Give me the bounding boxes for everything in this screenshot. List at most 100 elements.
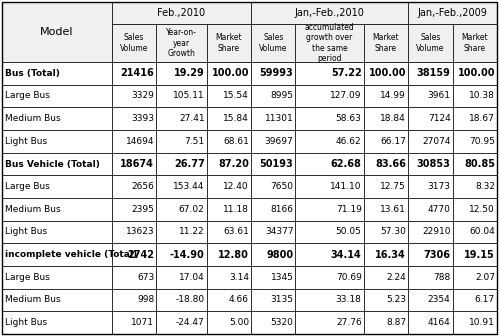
Bar	[251, 175, 295, 198]
Bar	[453, 289, 497, 311]
Bar	[112, 311, 156, 334]
Bar	[364, 266, 408, 289]
Bar	[156, 62, 207, 85]
Text: 15.54: 15.54	[223, 91, 249, 100]
Text: 14694: 14694	[126, 137, 154, 146]
Bar	[408, 153, 453, 175]
Text: 59993: 59993	[259, 68, 293, 78]
Text: 26.77: 26.77	[174, 159, 205, 169]
Text: 27.76: 27.76	[336, 318, 362, 327]
Text: Bus (Total): Bus (Total)	[5, 69, 60, 78]
Bar	[408, 130, 453, 153]
Bar	[453, 198, 497, 221]
Text: 58.63: 58.63	[336, 114, 362, 123]
Text: -24.47: -24.47	[176, 318, 205, 327]
Text: 7306: 7306	[424, 250, 451, 260]
Text: 57.30: 57.30	[380, 227, 406, 237]
Text: 5.00: 5.00	[229, 318, 249, 327]
Bar	[156, 221, 207, 243]
Text: Medium Bus: Medium Bus	[5, 114, 60, 123]
Text: 7124: 7124	[428, 114, 451, 123]
Text: accumulated
growth over
the same
period: accumulated growth over the same period	[305, 23, 354, 63]
Text: 5320: 5320	[270, 318, 293, 327]
Bar	[251, 289, 295, 311]
Bar	[295, 24, 364, 62]
Text: 19.15: 19.15	[464, 250, 495, 260]
Bar	[364, 243, 408, 266]
Bar	[251, 266, 295, 289]
Text: 18.84: 18.84	[380, 114, 406, 123]
Text: 100.00: 100.00	[458, 68, 495, 78]
Bar	[156, 85, 207, 107]
Bar	[2, 2, 112, 62]
Text: 12.40: 12.40	[224, 182, 249, 191]
Bar	[207, 175, 251, 198]
Bar	[453, 221, 497, 243]
Text: -18.80: -18.80	[175, 295, 205, 304]
Text: Light Bus: Light Bus	[5, 318, 47, 327]
Bar	[207, 85, 251, 107]
Text: 18674: 18674	[120, 159, 154, 169]
Text: 6.17: 6.17	[475, 295, 495, 304]
Text: 13623: 13623	[126, 227, 154, 237]
Text: 70.95: 70.95	[469, 137, 495, 146]
Text: Feb.,2010: Feb.,2010	[157, 8, 206, 18]
Bar	[251, 198, 295, 221]
Bar	[364, 175, 408, 198]
Bar	[207, 107, 251, 130]
Bar	[251, 153, 295, 175]
Text: 39697: 39697	[264, 137, 293, 146]
Text: Year-on-
year
Growth: Year-on- year Growth	[166, 28, 197, 58]
Bar	[112, 107, 156, 130]
Bar	[364, 107, 408, 130]
Text: -14.90: -14.90	[170, 250, 205, 260]
Bar	[251, 221, 295, 243]
Bar	[156, 266, 207, 289]
Bar	[156, 243, 207, 266]
Text: 673: 673	[137, 273, 154, 282]
Text: 63.61: 63.61	[223, 227, 249, 237]
Text: 9800: 9800	[266, 250, 293, 260]
Text: Jan,-Feb.,2009: Jan,-Feb.,2009	[418, 8, 488, 18]
Text: Model: Model	[40, 27, 73, 37]
Text: 15.84: 15.84	[223, 114, 249, 123]
Text: Sales
Volume: Sales Volume	[120, 33, 148, 53]
Text: 4.66: 4.66	[229, 295, 249, 304]
Bar	[2, 289, 112, 311]
Text: 68.61: 68.61	[223, 137, 249, 146]
Bar	[408, 62, 453, 85]
Bar	[408, 311, 453, 334]
Bar	[453, 311, 497, 334]
Bar	[408, 175, 453, 198]
Bar	[112, 85, 156, 107]
Text: 27.41: 27.41	[179, 114, 205, 123]
Text: Medium Bus: Medium Bus	[5, 295, 60, 304]
Text: 70.69: 70.69	[336, 273, 362, 282]
Text: 30853: 30853	[417, 159, 451, 169]
Bar	[2, 107, 112, 130]
Bar	[251, 85, 295, 107]
Bar	[295, 62, 364, 85]
Bar	[295, 175, 364, 198]
Bar	[251, 2, 408, 24]
Bar	[364, 289, 408, 311]
Text: 100.00: 100.00	[369, 68, 406, 78]
Text: 33.18: 33.18	[336, 295, 362, 304]
Text: 27074: 27074	[422, 137, 451, 146]
Text: Market
Share: Market Share	[462, 33, 488, 53]
Text: 11.22: 11.22	[179, 227, 205, 237]
Text: 12.50: 12.50	[469, 205, 495, 214]
Bar	[112, 198, 156, 221]
Bar	[207, 198, 251, 221]
Text: 4164: 4164	[428, 318, 451, 327]
Bar	[2, 266, 112, 289]
Text: 60.04: 60.04	[469, 227, 495, 237]
Bar	[2, 153, 112, 175]
Text: 21416: 21416	[120, 68, 154, 78]
Bar	[2, 62, 112, 85]
Text: 80.85: 80.85	[464, 159, 495, 169]
Bar	[156, 153, 207, 175]
Bar	[295, 198, 364, 221]
Bar	[453, 62, 497, 85]
Text: 83.66: 83.66	[375, 159, 406, 169]
